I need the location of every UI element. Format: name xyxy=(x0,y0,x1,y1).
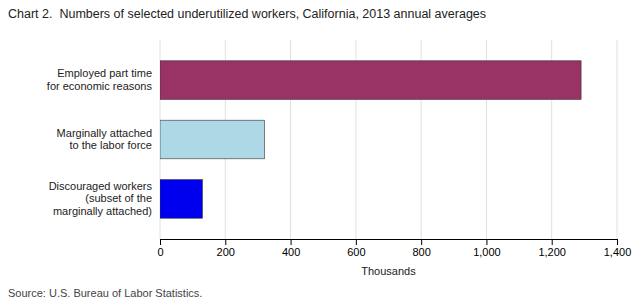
x-tick: 1,200 xyxy=(538,239,566,258)
bar xyxy=(160,180,202,219)
x-tick: 600 xyxy=(347,239,365,258)
x-axis-line xyxy=(161,240,618,246)
grid-line xyxy=(617,40,618,239)
y-tick-label: Discouraged workers(subset of themargina… xyxy=(49,180,153,217)
source: Source: U.S. Bureau of Labor Statistics. xyxy=(8,287,202,299)
bars xyxy=(160,61,581,218)
x-tick-label: 1,000 xyxy=(473,246,501,258)
x-tick-label: 800 xyxy=(412,246,430,258)
plot: 0 200 400 600 800 1,000 1,200 1,400 Discouraged … xyxy=(47,40,631,258)
y-tick: Employed part timefor economic reasons xyxy=(47,67,153,92)
x-tick: 400 xyxy=(282,239,300,258)
x-tick: 200 xyxy=(217,239,235,258)
x-axis: 0 200 400 600 800 1,000 1,200 1,400 xyxy=(157,239,631,258)
x-tick: 1,000 xyxy=(473,239,501,258)
title: Chart 2. Numbers of selected underutiliz… xyxy=(8,7,486,21)
y-tick-label: Marginally attachedto the labor force xyxy=(57,127,152,152)
x-tick-label: 400 xyxy=(282,246,300,258)
x-tick-mark xyxy=(291,239,292,245)
x-tick-mark xyxy=(160,239,161,245)
x-tick-mark xyxy=(552,239,553,245)
x-tick: 1,400 xyxy=(604,239,632,258)
y-tick: Marginally attachedto the labor force xyxy=(57,127,152,152)
x-tick-label: 0 xyxy=(157,246,163,258)
chart: Chart 2. Numbers of selected underutiliz… xyxy=(0,0,639,305)
x-tick-mark xyxy=(486,239,487,245)
x-tick: 0 xyxy=(157,239,163,258)
x-tick-mark xyxy=(356,239,357,245)
x-tick-mark xyxy=(421,239,422,245)
x-tick-label: 600 xyxy=(347,246,365,258)
y-tick: Discouraged workers(subset of themargina… xyxy=(49,180,153,217)
x-tick-label: 200 xyxy=(217,246,235,258)
y-tick-label: Employed part timefor economic reasons xyxy=(47,67,153,92)
bar xyxy=(160,61,581,100)
x-tick: 800 xyxy=(412,239,430,258)
x-tick-mark xyxy=(617,239,618,245)
y-axis: Discouraged workers(subset of themargina… xyxy=(47,67,153,217)
x-tick-mark xyxy=(225,239,226,245)
x-tick-label: 1,400 xyxy=(604,246,632,258)
grid xyxy=(160,40,617,239)
x-axis-title: Thousands xyxy=(361,265,416,277)
bar xyxy=(160,120,264,159)
x-tick-label: 1,200 xyxy=(538,246,566,258)
